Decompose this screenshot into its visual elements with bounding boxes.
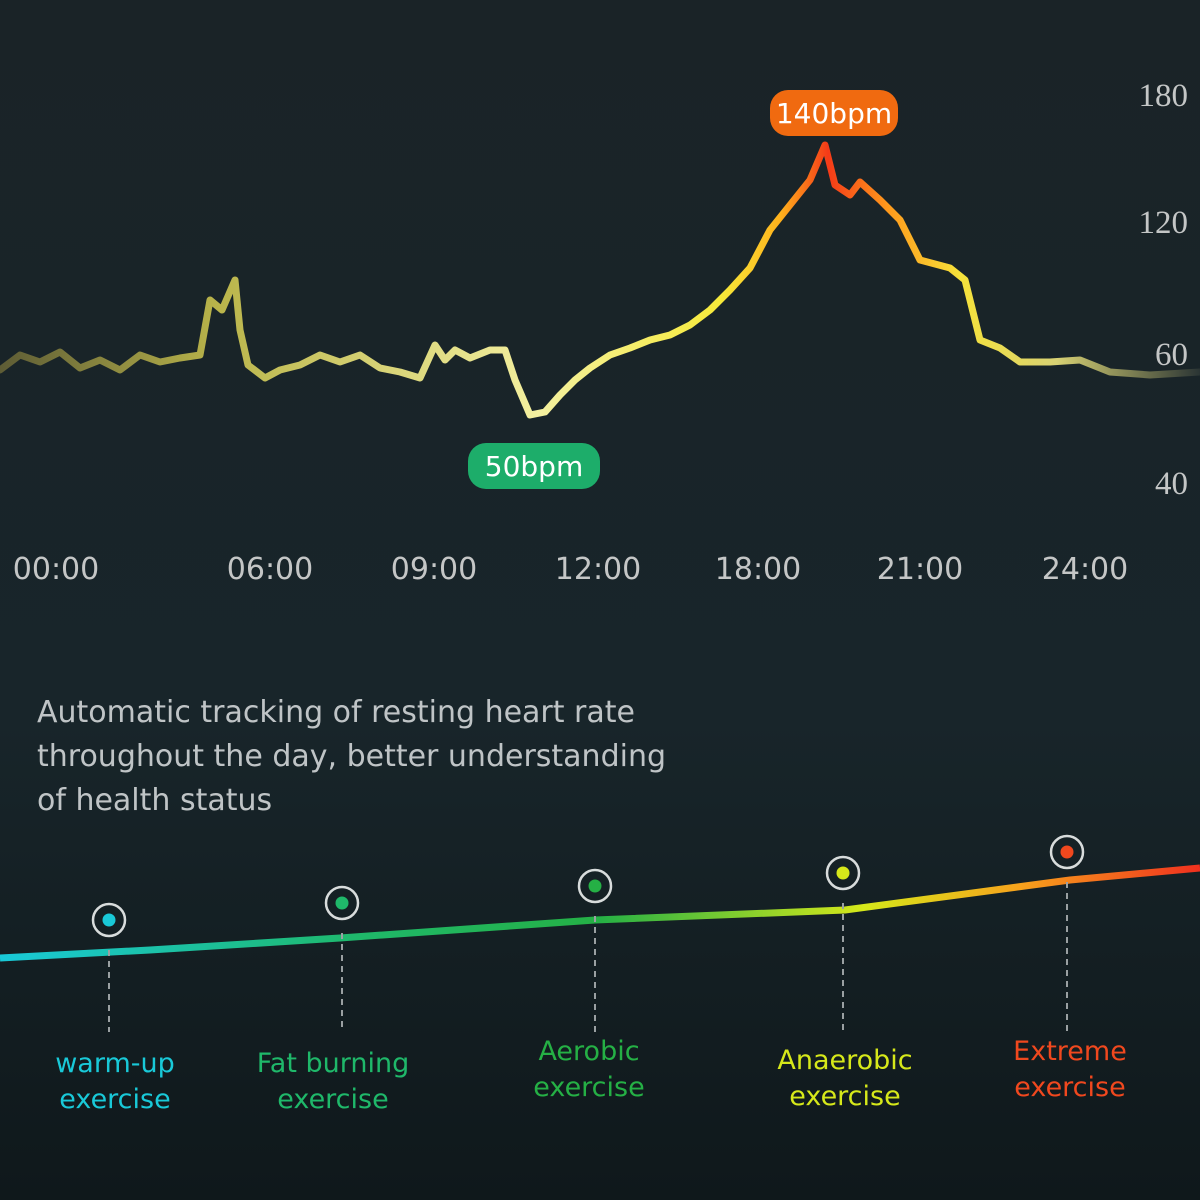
description-line: of health status [37, 783, 272, 818]
y-axis-label: 60 [1155, 337, 1188, 373]
x-axis-label: 00:00 [13, 552, 99, 587]
x-axis-label: 12:00 [555, 552, 641, 587]
zone-label: exercise [277, 1084, 388, 1115]
zone-dot [588, 879, 602, 893]
x-axis-label: 18:00 [715, 552, 801, 587]
low-label: 50bpm [485, 450, 583, 483]
zone-ring [324, 885, 360, 921]
x-axis: 00:00 06:00 09:00 12:00 18:00 21:00 24:00 [13, 552, 1128, 587]
peak-badge [770, 90, 898, 136]
x-axis-label: 21:00 [877, 552, 963, 587]
x-axis-label: 06:00 [227, 552, 313, 587]
low-badge [468, 443, 600, 489]
zone-label: warm-up [55, 1048, 175, 1079]
zones: warm-up exercise Fat burning exercise Aerobi… [55, 834, 1127, 1115]
y-axis-label: 180 [1139, 78, 1189, 114]
zone-label: Anaerobic [777, 1045, 912, 1076]
description-line: throughout the day, better understanding [37, 739, 666, 774]
zone-label: exercise [789, 1081, 900, 1112]
zone-dot [335, 896, 349, 910]
zone-label: Aerobic [538, 1036, 639, 1067]
zone-ring [825, 855, 861, 891]
zone-label: exercise [1014, 1072, 1125, 1103]
description: Automatic tracking of resting heart rate… [37, 695, 666, 818]
description-line: Automatic tracking of resting heart rate [37, 695, 635, 730]
zone-ring [577, 868, 613, 904]
peak-label: 140bpm [776, 97, 892, 130]
zone-dot [102, 913, 116, 927]
zone-ring [91, 902, 127, 938]
y-axis-label: 40 [1155, 466, 1188, 502]
x-axis-label: 09:00 [391, 552, 477, 587]
heart-rate-curve [0, 141, 1200, 419]
zone-ring [1049, 834, 1085, 870]
zone-dot [1060, 845, 1074, 859]
zone-label: Extreme [1013, 1036, 1127, 1067]
y-axis-label: 120 [1139, 205, 1189, 241]
x-axis-label: 24:00 [1042, 552, 1128, 587]
zone-label: Fat burning [257, 1048, 410, 1079]
zone-label: exercise [533, 1072, 644, 1103]
zone-label: exercise [59, 1084, 170, 1115]
zone-dot [836, 866, 850, 880]
